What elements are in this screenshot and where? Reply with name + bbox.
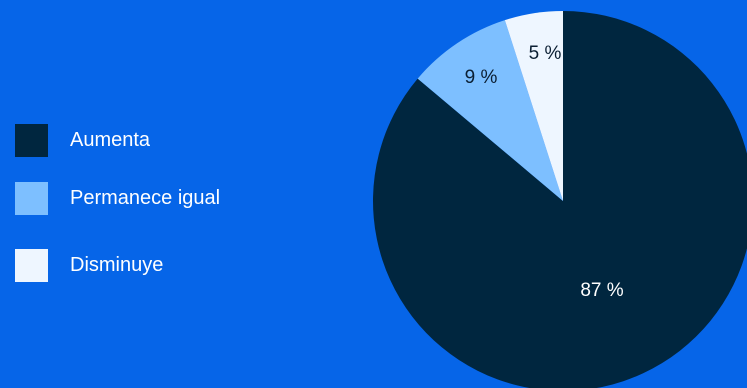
data-label-permanece-igual: 9 %	[465, 67, 498, 88]
legend-label-disminuye: Disminuye	[70, 253, 164, 276]
pie-slice-aumenta	[373, 11, 747, 388]
legend-swatch-disminuye	[15, 248, 48, 282]
legend-item-aumenta: Aumenta	[15, 123, 150, 157]
legend-label-permanece-igual: Permanece igual	[70, 186, 221, 209]
legend-swatch-permanece-igual	[15, 181, 48, 215]
legend-swatch-aumenta	[15, 123, 48, 157]
legend-label-aumenta: Aumenta	[70, 128, 151, 151]
legend-item-disminuye: Disminuye	[15, 248, 163, 282]
legend-item-permanece-igual: Permanece igual	[15, 181, 220, 215]
data-label-aumenta: 87 %	[580, 280, 623, 301]
pie-slice-disminuye	[504, 11, 563, 201]
data-label-disminuye: 5 %	[529, 43, 562, 64]
pie-slice-permanece-igual	[417, 20, 563, 202]
